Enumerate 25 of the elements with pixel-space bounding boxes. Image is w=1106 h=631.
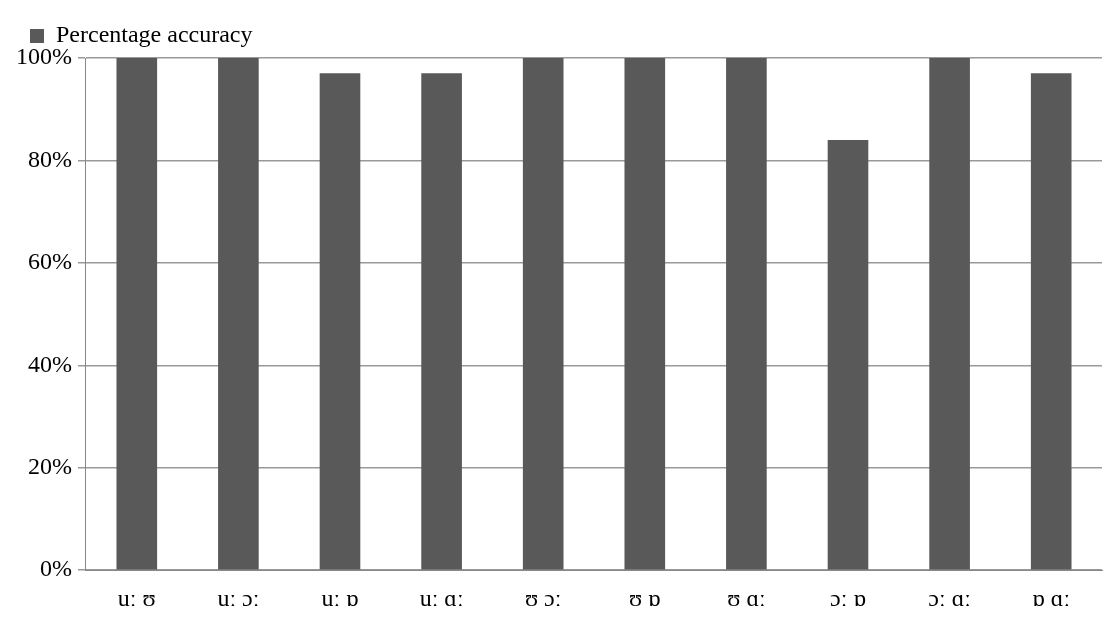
bar bbox=[726, 58, 767, 570]
y-tick-label: 80% bbox=[27, 145, 72, 172]
bar bbox=[319, 73, 361, 570]
bar bbox=[421, 73, 462, 570]
bar bbox=[624, 58, 666, 570]
x-tick-label: ʊ ɔː bbox=[524, 584, 562, 611]
x-tick-label: ɒ ɑː bbox=[1032, 584, 1071, 611]
bar bbox=[218, 58, 259, 570]
y-tick-label: 20% bbox=[27, 453, 72, 480]
y-tick-label: 40% bbox=[27, 350, 72, 377]
x-tick-label: uː ɔː bbox=[217, 584, 260, 611]
x-tick-label: uː ɑː bbox=[419, 584, 464, 611]
y-tick-label: 60% bbox=[27, 248, 72, 275]
bar bbox=[522, 58, 564, 570]
bar bbox=[827, 139, 869, 570]
x-tick-label: ɔː ɑː bbox=[928, 584, 971, 611]
bar bbox=[1030, 73, 1072, 570]
bar bbox=[929, 58, 970, 570]
x-tick-label: ɔː ɒ bbox=[830, 584, 866, 611]
bar bbox=[116, 58, 158, 570]
x-tick-label: uː ʊ bbox=[117, 584, 156, 611]
y-tick-label: 0% bbox=[39, 555, 72, 582]
x-tick-label: uː ɒ bbox=[321, 584, 359, 611]
x-tick-label: ʊ ɑː bbox=[727, 584, 766, 611]
x-tick-label: ʊ ɒ bbox=[628, 584, 661, 611]
